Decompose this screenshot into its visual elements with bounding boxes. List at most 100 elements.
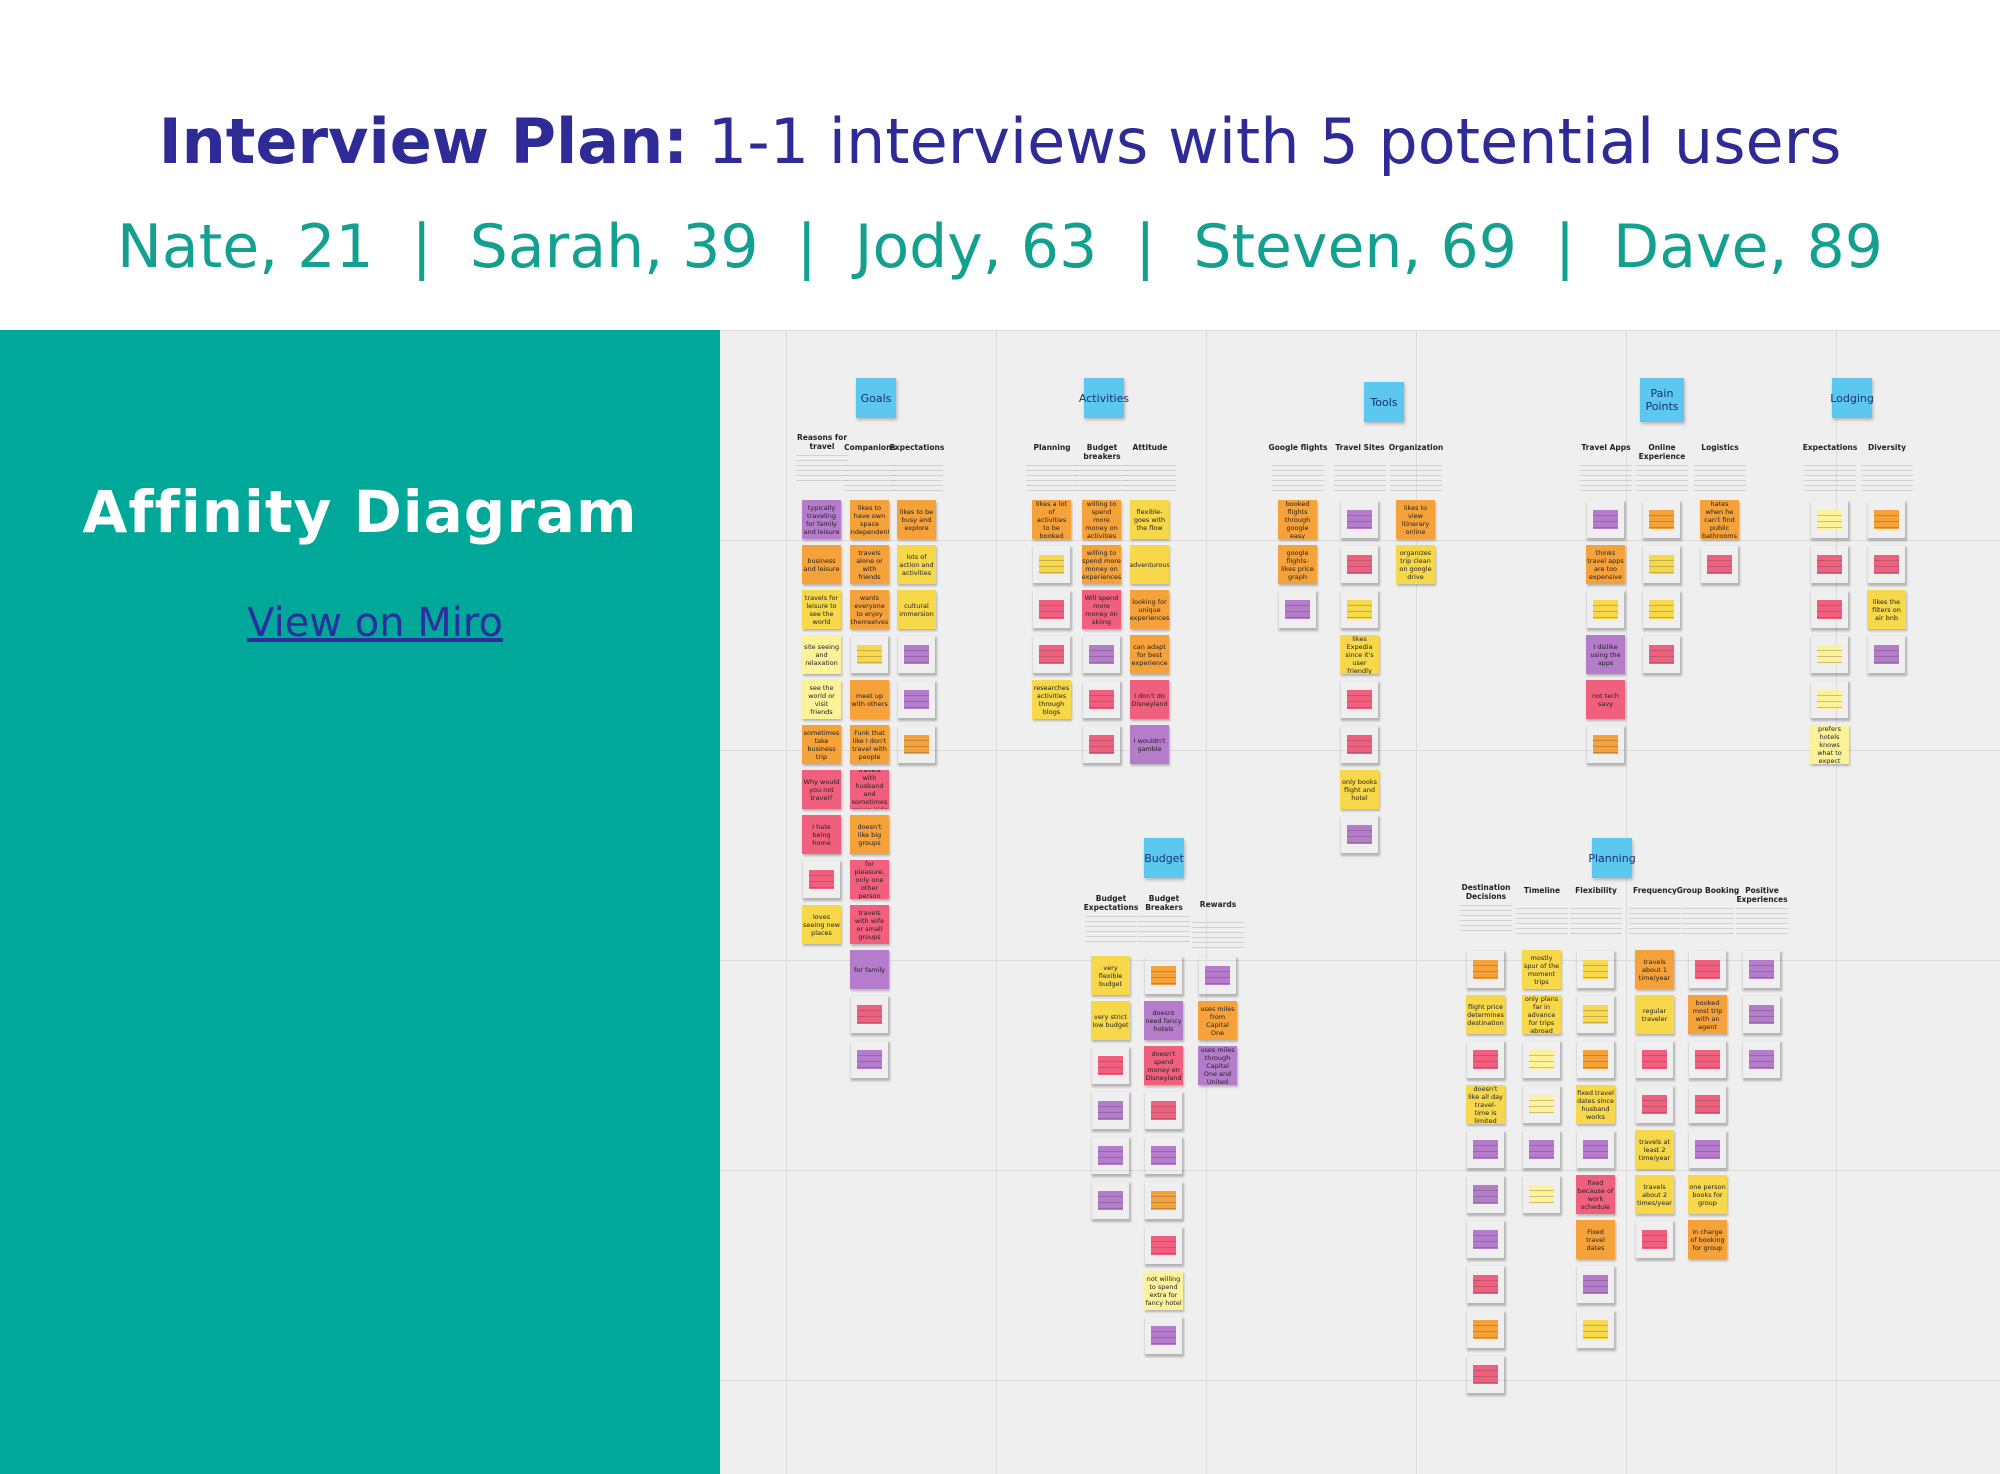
sticky-note[interactable]: I hate being home bbox=[802, 815, 841, 854]
sticky-note[interactable] bbox=[1576, 1265, 1615, 1304]
sticky-note[interactable]: only plans far in advance for trips abro… bbox=[1522, 995, 1561, 1034]
sticky-note[interactable]: I dislike using the apps bbox=[1586, 635, 1625, 674]
sticky-note[interactable]: doesn't like big groups bbox=[850, 815, 889, 854]
sticky-note[interactable] bbox=[1810, 680, 1849, 719]
sticky-note[interactable]: meet up with others bbox=[850, 680, 889, 719]
sticky-note[interactable]: wants everyone to enjoy themselves bbox=[850, 590, 889, 629]
sticky-note[interactable] bbox=[850, 635, 889, 674]
sticky-note[interactable]: doesn't spend money on Disneyland bbox=[1144, 1046, 1183, 1085]
sticky-note[interactable] bbox=[1642, 635, 1681, 674]
sticky-note[interactable]: very flexible budget bbox=[1091, 956, 1130, 995]
sticky-note[interactable]: willing to spend more money on experienc… bbox=[1082, 545, 1121, 584]
sticky-note[interactable] bbox=[802, 860, 841, 899]
sticky-note[interactable] bbox=[1576, 1040, 1615, 1079]
category-note[interactable]: Planning bbox=[1588, 838, 1636, 878]
sticky-note[interactable] bbox=[1144, 1316, 1183, 1355]
sticky-note[interactable]: lots of action and activities bbox=[897, 545, 936, 584]
sticky-note[interactable] bbox=[1032, 635, 1071, 674]
sticky-note[interactable] bbox=[1688, 1130, 1727, 1169]
sticky-note[interactable] bbox=[1340, 725, 1379, 764]
sticky-note[interactable] bbox=[1091, 1046, 1130, 1085]
sticky-note[interactable] bbox=[1688, 950, 1727, 989]
sticky-note[interactable] bbox=[1144, 956, 1183, 995]
sticky-note[interactable] bbox=[1144, 1136, 1183, 1175]
sticky-note[interactable] bbox=[1586, 500, 1625, 539]
sticky-note[interactable]: researches activities through blogs bbox=[1032, 680, 1071, 719]
sticky-note[interactable] bbox=[1340, 590, 1379, 629]
sticky-note[interactable] bbox=[1091, 1136, 1130, 1175]
sticky-note[interactable] bbox=[1700, 545, 1739, 584]
sticky-note[interactable]: travels with wife or small groups bbox=[850, 905, 889, 944]
sticky-note[interactable]: uses miles through Capital One and Unite… bbox=[1198, 1046, 1237, 1085]
sticky-note[interactable] bbox=[1144, 1091, 1183, 1130]
sticky-note[interactable]: likes to be busy and explore bbox=[897, 500, 936, 539]
sticky-note[interactable] bbox=[1742, 950, 1781, 989]
sticky-note[interactable] bbox=[1340, 500, 1379, 539]
sticky-note[interactable]: regular traveler bbox=[1635, 995, 1674, 1034]
sticky-note[interactable]: sometimes take business trip bbox=[802, 725, 841, 764]
sticky-note[interactable]: site seeing and relaxation bbox=[802, 635, 841, 674]
sticky-note[interactable]: for family bbox=[850, 950, 889, 989]
sticky-note[interactable] bbox=[1576, 1130, 1615, 1169]
sticky-note[interactable] bbox=[1642, 545, 1681, 584]
sticky-note[interactable] bbox=[1810, 545, 1849, 584]
sticky-note[interactable]: uses miles from Capital One bbox=[1198, 1001, 1237, 1040]
sticky-note[interactable] bbox=[1867, 500, 1906, 539]
sticky-note[interactable] bbox=[897, 680, 936, 719]
sticky-note[interactable]: Funk that like I don't travel with peopl… bbox=[850, 725, 889, 764]
sticky-note[interactable]: I don't do Disneyland bbox=[1130, 680, 1169, 719]
sticky-note[interactable] bbox=[1032, 545, 1071, 584]
sticky-note[interactable] bbox=[1576, 1310, 1615, 1349]
sticky-note[interactable] bbox=[1586, 725, 1625, 764]
sticky-note[interactable] bbox=[1466, 1130, 1505, 1169]
sticky-note[interactable] bbox=[850, 995, 889, 1034]
sticky-note[interactable]: I wouldn't gamble bbox=[1130, 725, 1169, 764]
sticky-note[interactable]: booked most trip with an agent bbox=[1688, 995, 1727, 1034]
sticky-note[interactable] bbox=[1091, 1091, 1130, 1130]
category-note[interactable]: Goals bbox=[856, 378, 896, 418]
sticky-note[interactable]: can adapt for best experience bbox=[1130, 635, 1169, 674]
sticky-note[interactable]: mostly spur of the moment trips bbox=[1522, 950, 1561, 989]
sticky-note[interactable] bbox=[1144, 1226, 1183, 1265]
sticky-note[interactable]: likes to view itinerary online bbox=[1396, 500, 1435, 539]
sticky-note[interactable] bbox=[1340, 815, 1379, 854]
sticky-note[interactable] bbox=[1522, 1040, 1561, 1079]
sticky-note[interactable] bbox=[1340, 545, 1379, 584]
sticky-note[interactable] bbox=[1867, 545, 1906, 584]
sticky-note[interactable] bbox=[1810, 500, 1849, 539]
sticky-note[interactable]: thinks travel apps are too expensive bbox=[1586, 545, 1625, 584]
sticky-note[interactable] bbox=[1586, 590, 1625, 629]
sticky-note[interactable] bbox=[1867, 635, 1906, 674]
sticky-note[interactable]: prefers hotels knows what to expect bbox=[1810, 725, 1849, 764]
sticky-note[interactable] bbox=[1198, 956, 1237, 995]
sticky-note[interactable] bbox=[1278, 590, 1317, 629]
sticky-note[interactable] bbox=[1742, 1040, 1781, 1079]
sticky-note[interactable]: travels for leisure to see the world bbox=[802, 590, 841, 629]
sticky-note[interactable]: looking for unique experiences bbox=[1130, 590, 1169, 629]
sticky-note[interactable] bbox=[1635, 1040, 1674, 1079]
sticky-note[interactable]: doesn't like all day travel- time is lim… bbox=[1466, 1085, 1505, 1124]
sticky-note[interactable]: doesnt need fancy hotels bbox=[1144, 1001, 1183, 1040]
sticky-note[interactable]: travels about 2 times/year bbox=[1635, 1175, 1674, 1214]
sticky-note[interactable] bbox=[1466, 1310, 1505, 1349]
sticky-note[interactable]: one person books for group bbox=[1688, 1175, 1727, 1214]
sticky-note[interactable] bbox=[1635, 1220, 1674, 1259]
sticky-note[interactable]: in charge of booking for group bbox=[1688, 1220, 1727, 1259]
sticky-note[interactable]: google flights- likes price graph bbox=[1278, 545, 1317, 584]
sticky-note[interactable]: see the world or visit friends bbox=[802, 680, 841, 719]
sticky-note[interactable] bbox=[1522, 1085, 1561, 1124]
sticky-note[interactable]: Why would you not travel? bbox=[802, 770, 841, 809]
sticky-note[interactable] bbox=[1810, 635, 1849, 674]
sticky-note[interactable]: organizes trip clean on google drive bbox=[1396, 545, 1435, 584]
sticky-note[interactable]: not tech savy bbox=[1586, 680, 1625, 719]
sticky-note[interactable]: willing to spend more money on activitie… bbox=[1082, 500, 1121, 539]
sticky-note[interactable] bbox=[1466, 1220, 1505, 1259]
sticky-note[interactable]: business and leisure bbox=[802, 545, 841, 584]
sticky-note[interactable] bbox=[897, 725, 936, 764]
sticky-note[interactable]: travels alone or with friends bbox=[850, 545, 889, 584]
sticky-note[interactable] bbox=[1642, 500, 1681, 539]
sticky-note[interactable]: travels with husband and sometimes grown… bbox=[850, 770, 889, 809]
sticky-note[interactable]: fixed because of work schedule bbox=[1576, 1175, 1615, 1214]
sticky-note[interactable]: Fixed travel dates bbox=[1576, 1220, 1615, 1259]
sticky-note[interactable] bbox=[897, 635, 936, 674]
